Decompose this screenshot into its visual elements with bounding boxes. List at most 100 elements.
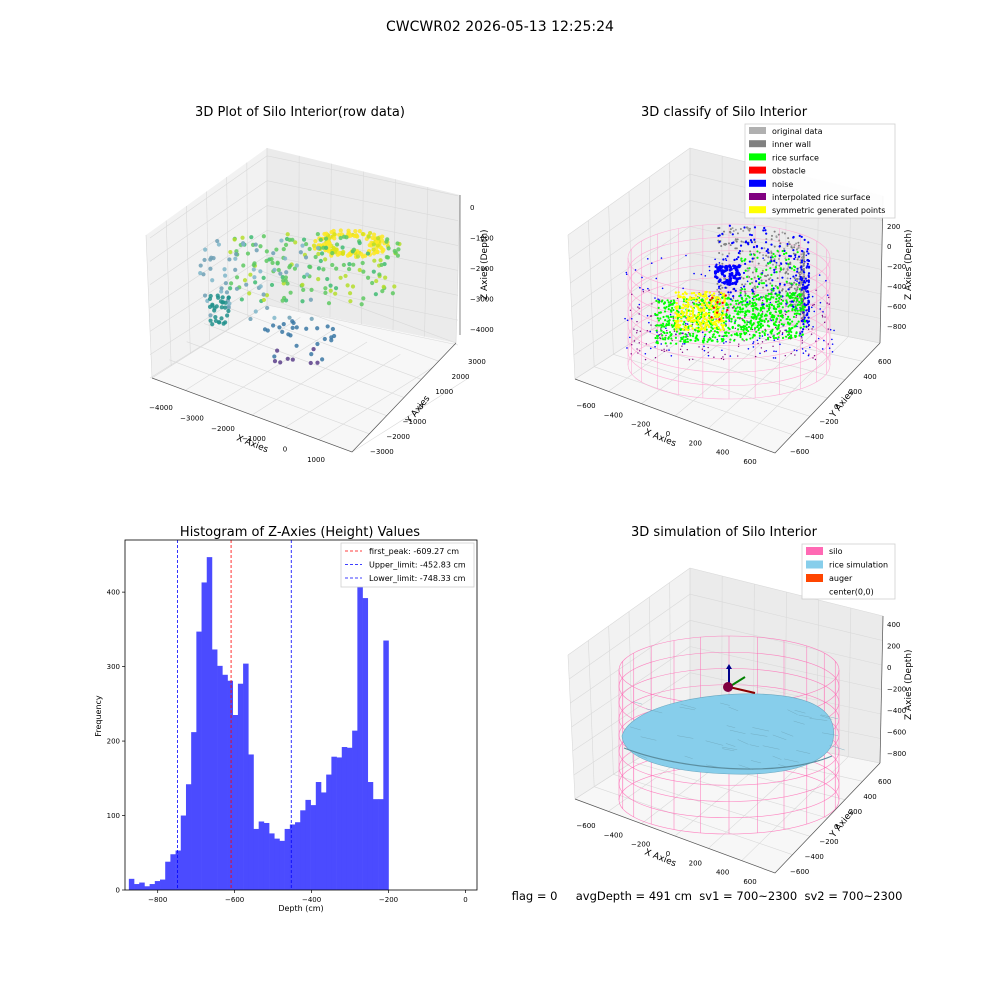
data-point [771, 313, 774, 317]
tick-label: 600 [743, 458, 756, 466]
surface-mesh [637, 754, 648, 759]
data-point [758, 281, 761, 284]
data-point [730, 320, 733, 323]
data-point [821, 314, 824, 317]
data-point [710, 326, 713, 329]
data-point [804, 297, 807, 300]
data-point [714, 304, 717, 307]
data-point [737, 355, 739, 357]
data-point [723, 323, 726, 327]
data-point [745, 297, 748, 300]
data-point [793, 246, 796, 249]
data-point [657, 301, 660, 304]
data-point [657, 298, 659, 300]
data-point [703, 300, 707, 303]
data-point [691, 309, 695, 313]
histogram-bar [211, 649, 218, 890]
data-point [805, 254, 808, 257]
data-point [795, 283, 798, 286]
data-point [669, 342, 672, 345]
data-point [777, 258, 780, 261]
tick-label: 200 [849, 808, 862, 816]
data-point [758, 251, 761, 254]
data-point [712, 299, 716, 302]
data-point [774, 320, 777, 323]
data-point [654, 336, 657, 340]
data-point [718, 240, 721, 243]
legend-swatch [806, 547, 823, 555]
data-point [298, 250, 303, 255]
data-point [326, 301, 332, 306]
data-point [806, 303, 810, 306]
data-point [800, 268, 803, 271]
data-point [789, 296, 793, 299]
data-point [721, 301, 724, 305]
data-point [724, 286, 727, 289]
data-point [661, 337, 664, 340]
surface-mesh [781, 731, 794, 737]
data-point [721, 281, 723, 284]
data-point [742, 271, 746, 275]
data-point [696, 338, 699, 341]
data-point [247, 291, 252, 296]
data-point [748, 310, 751, 313]
data-point [764, 317, 768, 320]
data-point [716, 301, 719, 304]
surface-mesh [829, 745, 845, 751]
data-point [283, 275, 289, 280]
data-point [751, 304, 754, 307]
rice-surface [621, 693, 834, 775]
data-point [726, 316, 729, 319]
tick-label: 0 [887, 243, 891, 251]
data-point [386, 246, 391, 251]
data-point [729, 355, 732, 357]
data-point [698, 301, 700, 304]
data-point [723, 296, 726, 299]
data-point [748, 296, 751, 299]
data-point [663, 306, 666, 309]
data-point [697, 304, 700, 307]
data-point [660, 333, 662, 335]
data-point [728, 315, 731, 318]
data-point [686, 318, 690, 322]
data-point [721, 314, 724, 317]
data-point [686, 340, 690, 343]
data-point [738, 294, 741, 298]
data-point [772, 305, 775, 308]
data-point [701, 348, 704, 350]
data-point [721, 309, 724, 313]
data-point [281, 322, 286, 327]
data-point [684, 328, 687, 331]
data-point [691, 311, 695, 315]
data-point [721, 253, 724, 256]
data-point [699, 302, 702, 306]
data-point [682, 335, 685, 339]
data-point [787, 263, 790, 266]
data-point [708, 331, 711, 334]
data-point [677, 326, 681, 329]
data-point [788, 286, 791, 289]
data-point [689, 310, 692, 313]
data-point [780, 262, 782, 264]
axis-edge [151, 342, 457, 453]
data-point [812, 304, 814, 307]
data-point [772, 337, 776, 340]
surface-mesh [684, 755, 693, 759]
axis-edge [879, 195, 884, 344]
data-point [702, 341, 705, 344]
grid-line [567, 147, 691, 236]
data-point [685, 254, 687, 257]
data-point [733, 287, 736, 290]
data-point [668, 331, 672, 334]
data-point [716, 331, 719, 334]
data-point [771, 279, 774, 282]
data-point [802, 352, 805, 354]
data-point [718, 293, 721, 296]
data-point [729, 291, 732, 294]
histogram-bar [352, 730, 358, 890]
data-point [741, 283, 744, 286]
data-point [326, 236, 332, 241]
data-point [683, 296, 687, 299]
histogram-bar [144, 886, 150, 890]
data-point [794, 306, 797, 309]
